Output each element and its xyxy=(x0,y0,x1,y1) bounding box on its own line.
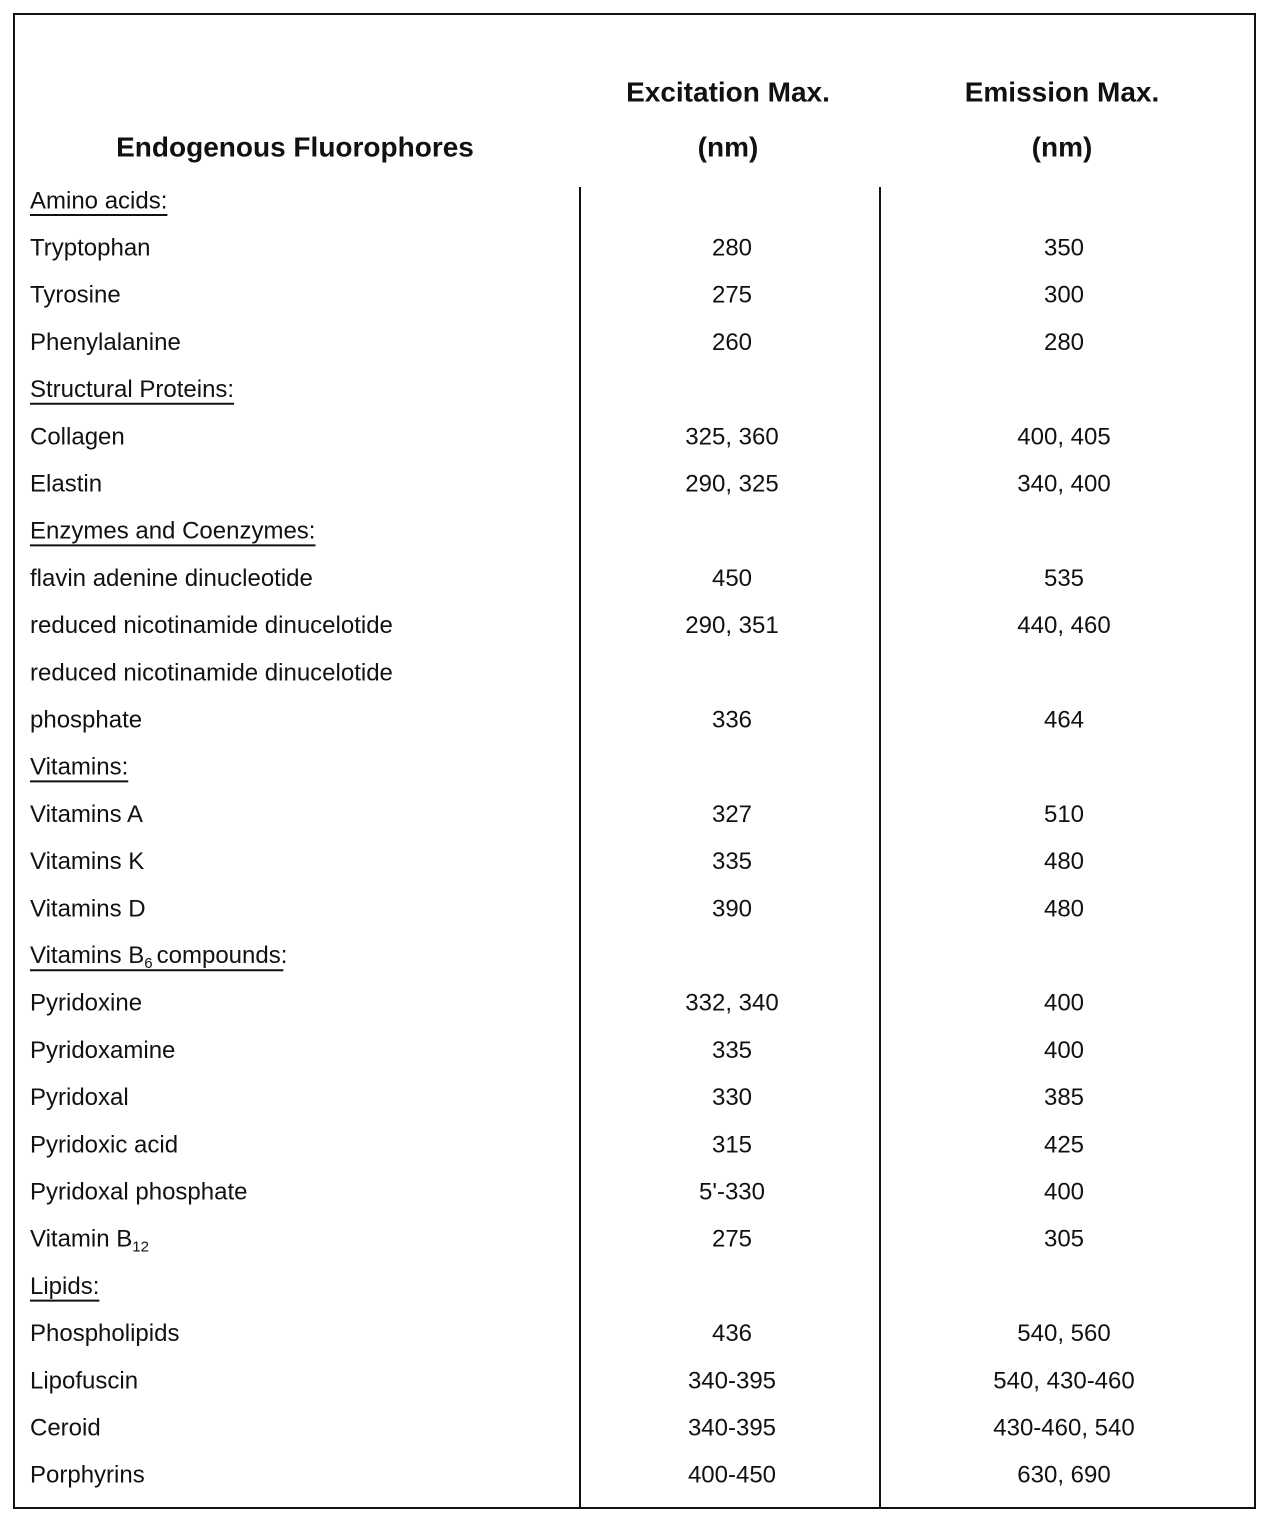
excitation-value: 340-395 xyxy=(688,1367,776,1394)
excitation-value: 290, 325 xyxy=(685,471,778,498)
emission-value: 400, 405 xyxy=(1017,423,1110,450)
row-label: Porphyrins xyxy=(30,1462,145,1489)
row-label: Pyridoxal phosphate xyxy=(30,1179,247,1206)
excitation-value: 400-450 xyxy=(688,1462,776,1489)
excitation-value: 260 xyxy=(712,329,752,356)
row-label: Tryptophan xyxy=(30,235,151,262)
excitation-value: 390 xyxy=(712,895,752,922)
excitation-value: 5'-330 xyxy=(699,1179,765,1206)
label-text: Vitamin B xyxy=(30,1226,132,1253)
label-text: compounds: xyxy=(157,943,288,970)
column-unit: (nm) xyxy=(698,131,759,162)
row-label: Ceroid xyxy=(30,1415,101,1442)
excitation-value: 330 xyxy=(712,1084,752,1111)
emission-value: 400 xyxy=(1044,1037,1084,1064)
section-label: Structural Proteins: xyxy=(30,376,234,403)
excitation-value: 325, 360 xyxy=(685,423,778,450)
emission-value: 480 xyxy=(1044,848,1084,875)
excitation-value: 327 xyxy=(712,801,752,828)
column-header: Endogenous Fluorophores xyxy=(116,131,474,162)
emission-value: 400 xyxy=(1044,1179,1084,1206)
excitation-value: 450 xyxy=(712,565,752,592)
emission-value: 350 xyxy=(1044,235,1084,262)
row-label: Phenylalanine xyxy=(30,329,181,356)
row-label: reduced nicotinamide dinucelotide xyxy=(30,659,393,686)
emission-value: 400 xyxy=(1044,990,1084,1017)
emission-value: 300 xyxy=(1044,282,1084,309)
label-text: Vitamins B xyxy=(30,943,144,970)
emission-value: 385 xyxy=(1044,1084,1084,1111)
emission-value: 540, 430-460 xyxy=(993,1367,1134,1394)
row-label: Vitamins K xyxy=(30,848,144,875)
emission-value: 464 xyxy=(1044,707,1084,734)
row-label: Elastin xyxy=(30,471,102,498)
row-label: Vitamin B12 xyxy=(30,1226,149,1256)
row-label: Vitamins A xyxy=(30,801,143,828)
emission-value: 480 xyxy=(1044,895,1084,922)
emission-value: 540, 560 xyxy=(1017,1320,1110,1347)
excitation-value: 280 xyxy=(712,235,752,262)
row-label: reduced nicotinamide dinucelotide xyxy=(30,612,393,639)
row-label: Tyrosine xyxy=(30,282,121,309)
row-label: Pyridoxal xyxy=(30,1084,129,1111)
emission-value: 440, 460 xyxy=(1017,612,1110,639)
section-label: Enzymes and Coenzymes: xyxy=(30,518,315,545)
excitation-value: 332, 340 xyxy=(685,990,778,1017)
row-label: Vitamins D xyxy=(30,895,146,922)
row-label: flavin adenine dinucleotide xyxy=(30,565,313,592)
row-label: Pyridoxamine xyxy=(30,1037,175,1064)
row-label: Pyridoxic acid xyxy=(30,1131,178,1158)
row-label: Lipofuscin xyxy=(30,1367,138,1394)
emission-value: 340, 400 xyxy=(1017,471,1110,498)
row-label: phosphate xyxy=(30,707,142,734)
row-label: Collagen xyxy=(30,423,125,450)
section-label: Amino acids: xyxy=(30,187,167,214)
section-label: Vitamins: xyxy=(30,754,128,781)
row-label: Pyridoxine xyxy=(30,990,142,1017)
row-label: Phospholipids xyxy=(30,1320,179,1347)
excitation-value: 275 xyxy=(712,1226,752,1253)
emission-value: 280 xyxy=(1044,329,1084,356)
column-header: Excitation Max. xyxy=(626,76,830,107)
emission-value: 510 xyxy=(1044,801,1084,828)
excitation-value: 336 xyxy=(712,707,752,734)
excitation-value: 436 xyxy=(712,1320,752,1347)
excitation-value: 290, 351 xyxy=(685,612,778,639)
column-unit: (nm) xyxy=(1032,131,1093,162)
emission-value: 425 xyxy=(1044,1131,1084,1158)
emission-value: 305 xyxy=(1044,1226,1084,1253)
label-subscript: 12 xyxy=(132,1238,149,1255)
excitation-value: 275 xyxy=(712,282,752,309)
emission-value: 430-460, 540 xyxy=(993,1415,1134,1442)
excitation-value: 335 xyxy=(712,1037,752,1064)
section-label: Lipids: xyxy=(30,1273,99,1300)
excitation-value: 335 xyxy=(712,848,752,875)
emission-value: 630, 690 xyxy=(1017,1462,1110,1489)
excitation-value: 315 xyxy=(712,1131,752,1158)
column-header: Emission Max. xyxy=(965,76,1160,107)
section-label: Vitamins B6compounds: xyxy=(30,943,287,973)
emission-value: 535 xyxy=(1044,565,1084,592)
excitation-value: 340-395 xyxy=(688,1415,776,1442)
